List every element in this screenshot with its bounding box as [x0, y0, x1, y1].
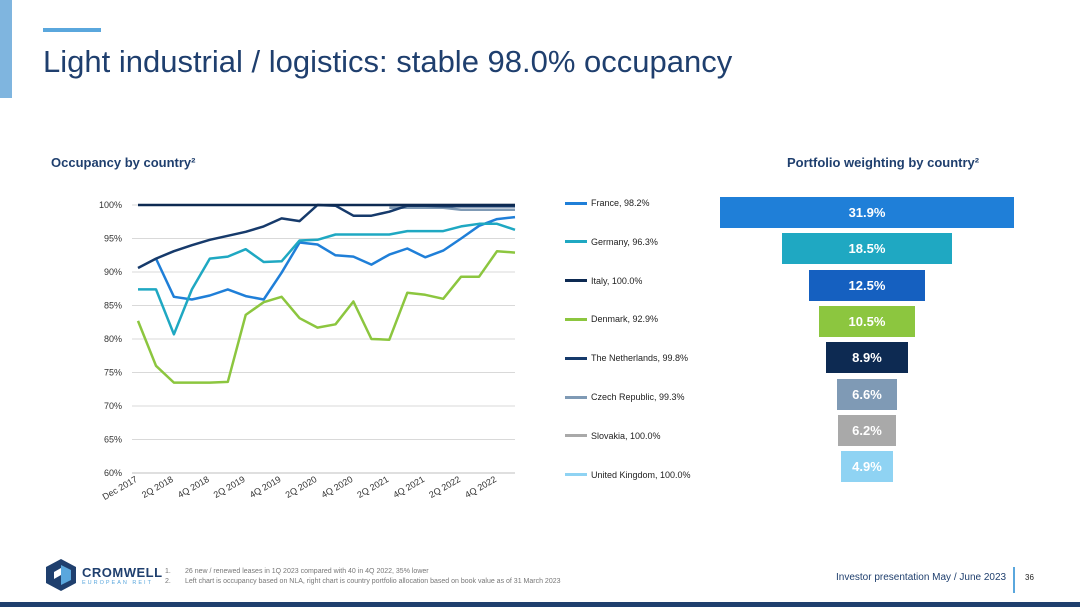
occupancy-line-chart: 100%95%90%85%80%75%70%65%60%Dec 2017 2Q 2… [99, 200, 516, 502]
x-tick-label: 2Q 2021 [355, 474, 390, 500]
legend-swatch [565, 317, 587, 321]
x-tick-label: 4Q 2019 [248, 474, 283, 500]
weighting-bar: 4.9% [841, 451, 893, 483]
weighting-bar-label: 10.5% [848, 313, 886, 329]
weighting-bar-label: 12.5% [848, 277, 886, 293]
series-line [389, 206, 515, 211]
title-accent-bar [43, 28, 101, 32]
bottom-band [0, 602, 1080, 607]
legend-label: Germany, 96.3% [591, 236, 658, 247]
y-tick-label: 80% [104, 334, 122, 344]
slide-title: Light industrial / logistics: stable 98.… [43, 44, 733, 79]
legend-swatch [565, 395, 587, 399]
weighting-bar: 6.6% [836, 378, 898, 410]
footer-presentation-label: Investor presentation May / June 2023 [836, 572, 1007, 583]
series-line [136, 249, 516, 384]
weighting-chart-title: Portfolio weighting by country² [787, 155, 980, 170]
x-tick-label: 2Q 2019 [212, 474, 247, 500]
footnote-text: 26 new / renewed leases in 1Q 2023 compa… [185, 568, 429, 575]
x-tick-label: Dec 2017 [101, 474, 139, 502]
footnote-text: Left chart is occupancy based on NLA, ri… [185, 578, 561, 585]
legend-label: France, 98.2% [591, 198, 650, 208]
weighting-bar-label: 31.9% [848, 205, 886, 220]
footnote-number: 2. [165, 578, 171, 585]
footnote: 1. 26 new / renewed leases in 1Q 2023 co… [165, 567, 561, 577]
legend-label: Slovakia, 100.0% [591, 430, 661, 441]
legend-swatch [565, 240, 587, 244]
y-tick-label: 90% [104, 267, 122, 277]
legend-swatch [565, 434, 587, 438]
weighting-bar: 8.9% [825, 342, 908, 374]
legend-item: United Kingdom, 100.0% [565, 468, 691, 482]
cromwell-logo-icon [46, 559, 76, 591]
footnote: 2. Left chart is occupancy based on NLA,… [165, 577, 561, 587]
legend-label: Denmark, 92.9% [591, 314, 659, 325]
y-tick-label: 70% [104, 401, 122, 411]
weighting-bar-label: 6.2% [852, 422, 882, 438]
legend-item: Czech Republic, 99.3% [565, 390, 685, 404]
y-tick-label: 95% [104, 234, 122, 244]
legend-item: The Netherlands, 99.8% [565, 351, 688, 365]
y-tick-label: 85% [104, 301, 122, 311]
weighting-bar-label: 6.6% [852, 386, 882, 402]
weighting-bar: 6.2% [838, 414, 896, 446]
weighting-bar: 12.5% [809, 269, 925, 301]
legend-swatch [565, 201, 587, 205]
footer-divider [1013, 567, 1015, 593]
x-tick-label: 2Q 2022 [427, 474, 462, 500]
occupancy-chart-title: Occupancy by country² [51, 155, 196, 170]
corner-accent [0, 0, 12, 98]
logo-name: CROMWELL [82, 565, 163, 580]
x-tick-label: 4Q 2021 [391, 474, 426, 500]
logo-subtitle: EUROPEAN REIT [82, 580, 153, 586]
legend-item: Italy, 100.0% [565, 274, 642, 288]
y-tick-label: 100% [99, 200, 122, 210]
y-tick-label: 60% [104, 468, 122, 478]
weighting-bar: 18.5% [781, 233, 953, 265]
weighting-bar: 10.5% [818, 305, 916, 337]
legend-item: Slovakia, 100.0% [565, 429, 661, 443]
y-tick-label: 75% [104, 368, 122, 378]
footnote-number: 1. [165, 568, 171, 575]
x-tick-label: 4Q 2020 [320, 474, 355, 500]
legend-label: Italy, 100.0% [591, 275, 643, 286]
weighting-bar-label: 8.9% [852, 350, 882, 366]
legend-swatch [565, 356, 587, 360]
x-tick-label: 2Q 2018 [140, 474, 175, 500]
series-line [138, 222, 516, 336]
legend-swatch [565, 279, 587, 283]
weighting-bar-label: 4.9% [852, 459, 882, 475]
legend-label: United Kingdom, 100.0% [591, 469, 691, 480]
footnotes: 1. 26 new / renewed leases in 1Q 2023 co… [165, 567, 561, 587]
x-tick-label: 4Q 2022 [463, 474, 498, 500]
weighting-funnel-chart: 31.9% 18.5% 12.5% 10.5% 8.9% 6.6% 6.2% 4.9% [700, 196, 1040, 496]
legend-item: France, 98.2% [565, 196, 650, 210]
legend-label: Czech Republic, 99.3% [591, 392, 685, 402]
weighting-bar-label: 18.5% [848, 241, 886, 257]
weighting-bar: 31.9% [720, 197, 1014, 228]
x-tick-label: 4Q 2018 [176, 474, 211, 500]
x-tick-label: 2Q 2020 [284, 474, 319, 500]
y-tick-label: 65% [104, 435, 122, 445]
page-number: 36 [1025, 573, 1034, 582]
legend-label: The Netherlands, 99.8% [591, 353, 689, 364]
series-line [154, 215, 516, 301]
legend-item: Denmark, 92.9% [565, 312, 658, 326]
legend-swatch [565, 473, 587, 477]
legend-item: Germany, 96.3% [565, 235, 658, 249]
